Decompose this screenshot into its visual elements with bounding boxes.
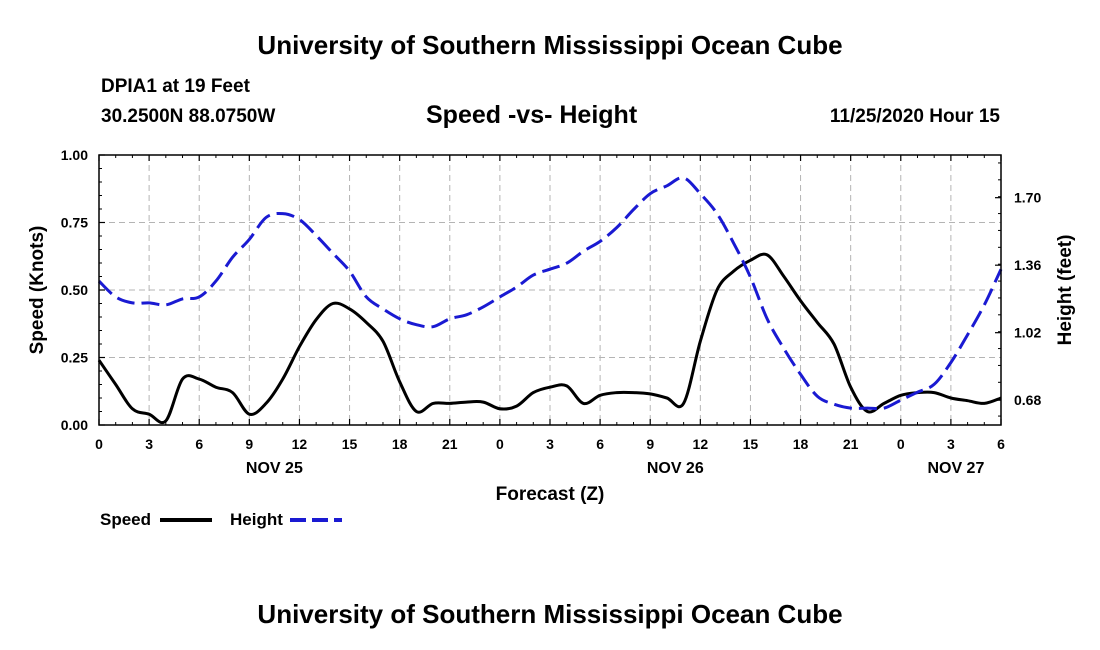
series-lines: [97, 176, 1003, 425]
grid: [99, 155, 1001, 425]
y-tick-label: 1.00: [61, 147, 88, 163]
x-tick-label: 15: [342, 436, 358, 452]
x-tick-label: 12: [693, 436, 709, 452]
footer-title: University of Southern Mississippi Ocean…: [257, 599, 843, 629]
x-tick-label: 0: [496, 436, 504, 452]
datetime-label: 11/25/2020 Hour 15: [829, 106, 1000, 127]
x-tick-label: 0: [95, 436, 103, 452]
x-tick-label: 18: [392, 436, 408, 452]
x-tick-label: 21: [843, 436, 859, 452]
x-tick-label: 9: [646, 436, 654, 452]
y-tick-label: 0.25: [61, 350, 88, 366]
x-tick-label: 21: [442, 436, 458, 452]
series-line-height: [97, 176, 1003, 411]
x-tick-label: 3: [546, 436, 554, 452]
x-tick-label: 6: [596, 436, 604, 452]
legend: Speed Height: [100, 510, 342, 529]
x-tick-label: 9: [245, 436, 253, 452]
x-tick-label: 18: [793, 436, 809, 452]
x-tick-label: 12: [292, 436, 308, 452]
legend-label-height: Height: [230, 510, 283, 529]
y2-tick-label: 1.70: [1014, 190, 1041, 206]
chart-title: Speed -vs- Height: [426, 101, 638, 129]
x-tick-label: 3: [145, 436, 153, 452]
x-tick-label: 6: [997, 436, 1005, 452]
y2-tick-label: 1.02: [1014, 325, 1041, 341]
day-label: NOV 25: [246, 460, 303, 477]
day-label: NOV 27: [927, 460, 984, 477]
axes: 0 3 6 9 12 15 18 21 0 3 6 9 12 15 18 21 0 3 6 NOV 25 NOV 26 N…: [61, 147, 1042, 477]
x-tick-label: 3: [947, 436, 955, 452]
y2-tick-label: 0.68: [1014, 392, 1041, 408]
x-tick-label: 15: [743, 436, 759, 452]
x-axis-title: Forecast (Z): [496, 484, 605, 505]
y-axis-title: Speed (Knots): [27, 226, 48, 355]
day-label: NOV 26: [647, 460, 704, 477]
station-label: DPIA1 at 19 Feet: [101, 76, 250, 97]
x-tick-label: 0: [897, 436, 905, 452]
x-tick-label: 6: [195, 436, 203, 452]
page-title: University of Southern Mississippi Ocean…: [257, 30, 843, 60]
y-tick-label: 0.75: [61, 215, 88, 231]
y-tick-label: 0.50: [61, 282, 88, 298]
coordinates-label: 30.2500N 88.0750W: [101, 106, 276, 127]
series-line-speed: [97, 252, 1002, 425]
y-tick-label: 0.00: [61, 417, 88, 433]
y2-axis-title: Height (feet): [1055, 235, 1076, 346]
legend-label-speed: Speed: [100, 510, 151, 529]
y2-tick-label: 1.36: [1014, 257, 1041, 273]
